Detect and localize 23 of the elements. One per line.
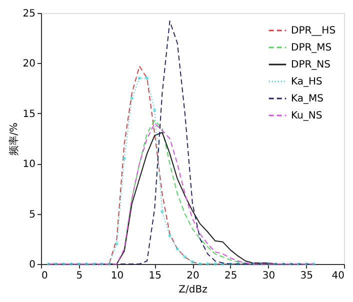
x-tick-label: 20 <box>186 270 200 282</box>
legend-label: DPR__HS <box>291 26 336 36</box>
y-tick-label: 15 <box>22 108 36 120</box>
y-tick-label: 20 <box>22 58 36 70</box>
legend-label: Ka_HS <box>291 76 322 88</box>
x-tick-label: 5 <box>76 270 83 282</box>
legend-label: Ku_NS <box>291 110 322 122</box>
y-tick-label: 0 <box>29 260 36 270</box>
legend-label: DPR_MS <box>291 42 332 54</box>
x-tick-label: 15 <box>148 270 162 282</box>
y-tick-label: 25 <box>22 8 36 20</box>
x-tick-label: 10 <box>110 270 124 282</box>
x-axis-title: Z/dBz <box>178 284 208 296</box>
y-axis-title: 频率/% <box>8 122 20 156</box>
x-tick-label: 40 <box>332 270 344 282</box>
legend-label: DPR_NS <box>291 60 331 70</box>
y-tick-label: 5 <box>29 209 36 220</box>
x-tick-label: 0 <box>42 270 48 282</box>
x-tick-label: 30 <box>262 270 276 282</box>
x-tick-label: 35 <box>300 270 313 282</box>
x-tick-label: 25 <box>224 270 238 282</box>
legend-label: Ka_MS <box>291 94 324 104</box>
y-tick-label: 10 <box>22 159 36 170</box>
